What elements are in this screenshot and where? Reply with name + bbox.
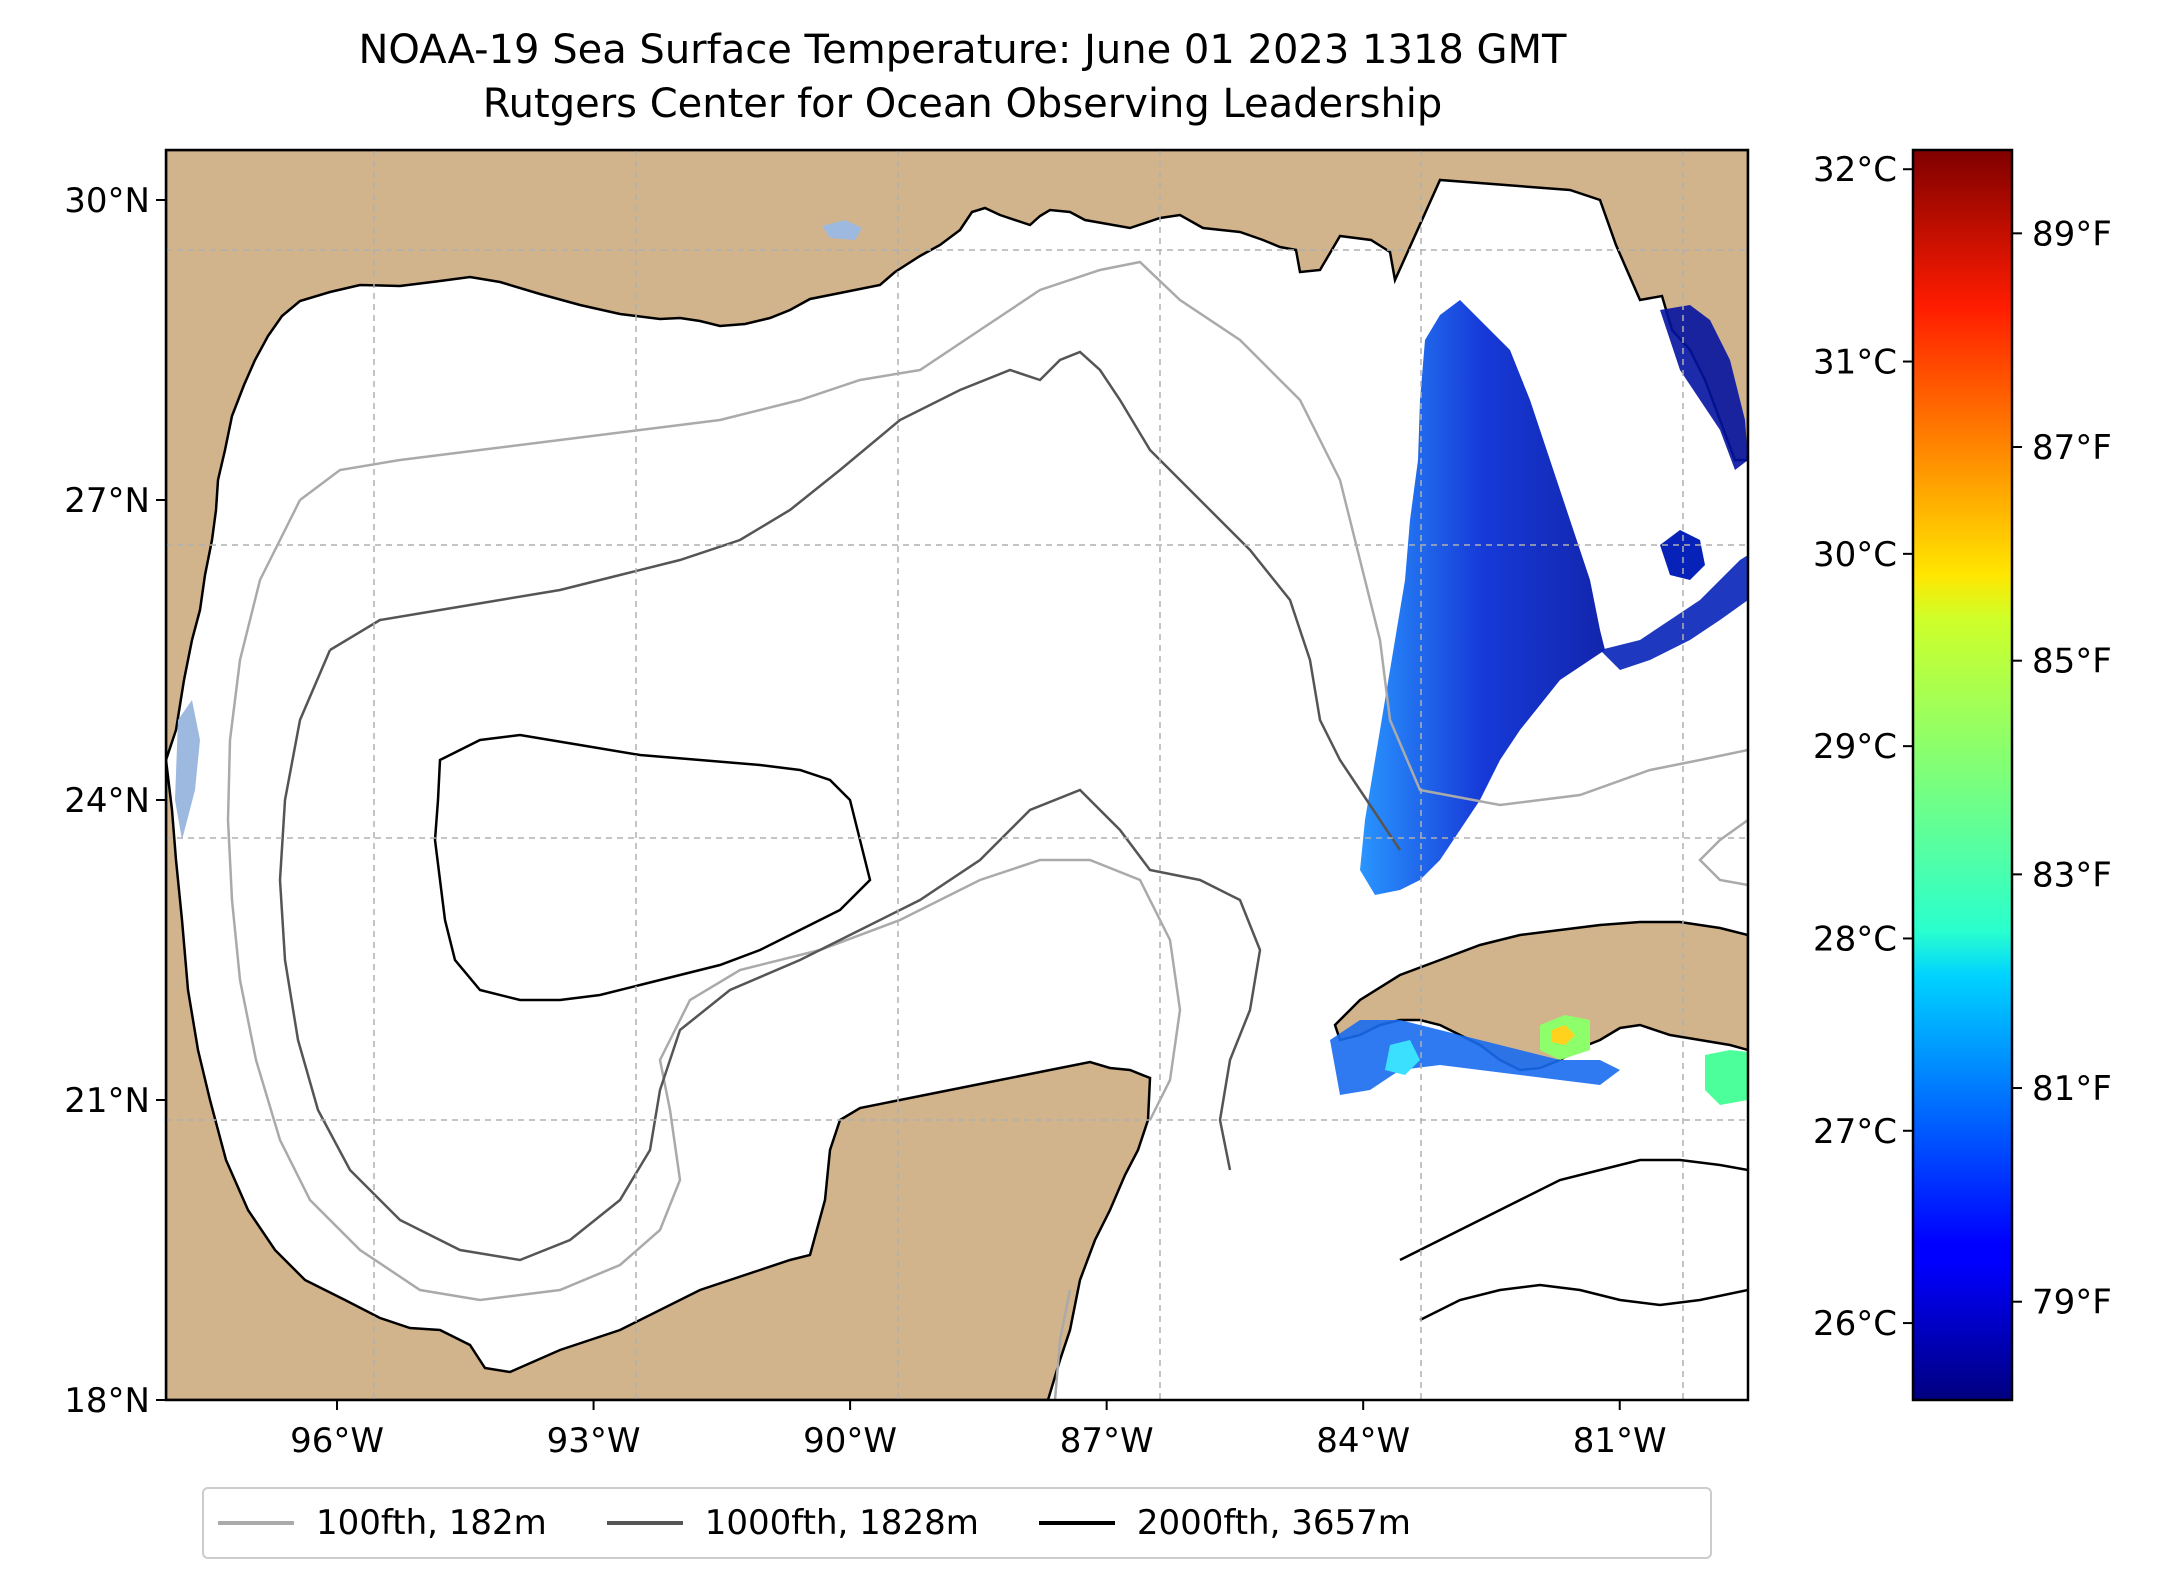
legend-swatch-2000fth (1038, 1521, 1115, 1525)
lat-tick-label: 30°N (64, 181, 150, 221)
fahrenheit-tick-label: 83°F (2032, 855, 2112, 895)
fahrenheit-tick-label: 79°F (2032, 1283, 2112, 1323)
legend-label-1000fth: 1000fth, 1828m (704, 1503, 979, 1543)
sst-swath-north-florida (1660, 305, 1748, 470)
lat-tick-label: 21°N (64, 1081, 150, 1121)
legend-label-100fth: 100fth, 182m (316, 1503, 547, 1543)
fahrenheit-tick-label: 81°F (2032, 1069, 2112, 1109)
bathymetry-legend: 100fth, 182m 1000fth, 1828m 2000fth, 365… (202, 1487, 1712, 1559)
legend-label-2000fth: 2000fth, 3657m (1136, 1503, 1411, 1543)
celsius-tick-label: 30°C (1813, 535, 1897, 575)
fahrenheit-tick-label: 85°F (2032, 642, 2112, 682)
colorbar-fahrenheit-axis: 79°F 81°F 83°F 85°F 87°F 89°F (2012, 214, 2112, 1323)
celsius-tick-label: 26°C (1813, 1304, 1897, 1344)
lon-tick-label: 93°W (547, 1421, 641, 1461)
lake-pontchartrain (822, 220, 862, 240)
sst-swath-keys (1600, 555, 1748, 670)
fahrenheit-tick-label: 87°F (2032, 428, 2112, 468)
sst-warm-patch-4 (1385, 1040, 1420, 1075)
legend-item-100fth: 100fth, 182m (218, 1503, 547, 1543)
latitude-axis: 18°N 21°N 24°N 27°N 30°N (64, 181, 166, 1421)
lon-tick-label: 90°W (803, 1421, 897, 1461)
map-title: NOAA-19 Sea Surface Temperature: June 01… (358, 27, 1567, 73)
colorbar (1911, 148, 2014, 1402)
legend-item-1000fth: 1000fth, 1828m (606, 1503, 979, 1543)
sst-swath-cuba-north (1330, 1020, 1620, 1095)
celsius-tick-label: 27°C (1813, 1112, 1897, 1152)
lon-tick-label: 84°W (1316, 1421, 1410, 1461)
contour-1000fth (278, 350, 1402, 1262)
sst-warm-patch-3 (1705, 1050, 1748, 1105)
lon-tick-label: 81°W (1573, 1421, 1667, 1461)
contour-100fth (226, 260, 1748, 1400)
lat-tick-label: 27°N (64, 481, 150, 521)
lagoon-madre (175, 700, 200, 840)
contour-2000fth (433, 733, 1748, 1322)
map-frame (164, 148, 1750, 1402)
longitude-axis: 96°W 93°W 90°W 87°W 84°W 81°W (290, 1400, 1667, 1461)
lat-tick-label: 18°N (64, 1381, 150, 1421)
land-cuba (1333, 920, 1748, 1072)
legend-swatch-1000fth (606, 1521, 683, 1525)
legend-swatch-100fth (218, 1521, 294, 1525)
celsius-tick-label: 29°C (1813, 727, 1897, 767)
land-mexico (166, 759, 1152, 1400)
legend-item-2000fth: 2000fth, 3657m (1038, 1503, 1411, 1543)
map-area (166, 150, 1748, 1400)
lon-tick-label: 87°W (1060, 1421, 1154, 1461)
lon-tick-label: 96°W (290, 1421, 384, 1461)
celsius-tick-label: 28°C (1813, 919, 1897, 959)
lake-okeechobee (1660, 530, 1705, 580)
celsius-tick-label: 32°C (1813, 150, 1897, 190)
celsius-tick-label: 31°C (1813, 343, 1897, 383)
map-subtitle: Rutgers Center for Ocean Observing Leade… (482, 81, 1443, 127)
lat-tick-label: 24°N (64, 781, 150, 821)
colorbar-celsius-axis: 26°C 27°C 28°C 29°C 30°C 31°C 32°C (1813, 150, 1913, 1344)
fahrenheit-tick-label: 89°F (2032, 214, 2112, 254)
sst-warm-patch-2 (1552, 1025, 1575, 1045)
